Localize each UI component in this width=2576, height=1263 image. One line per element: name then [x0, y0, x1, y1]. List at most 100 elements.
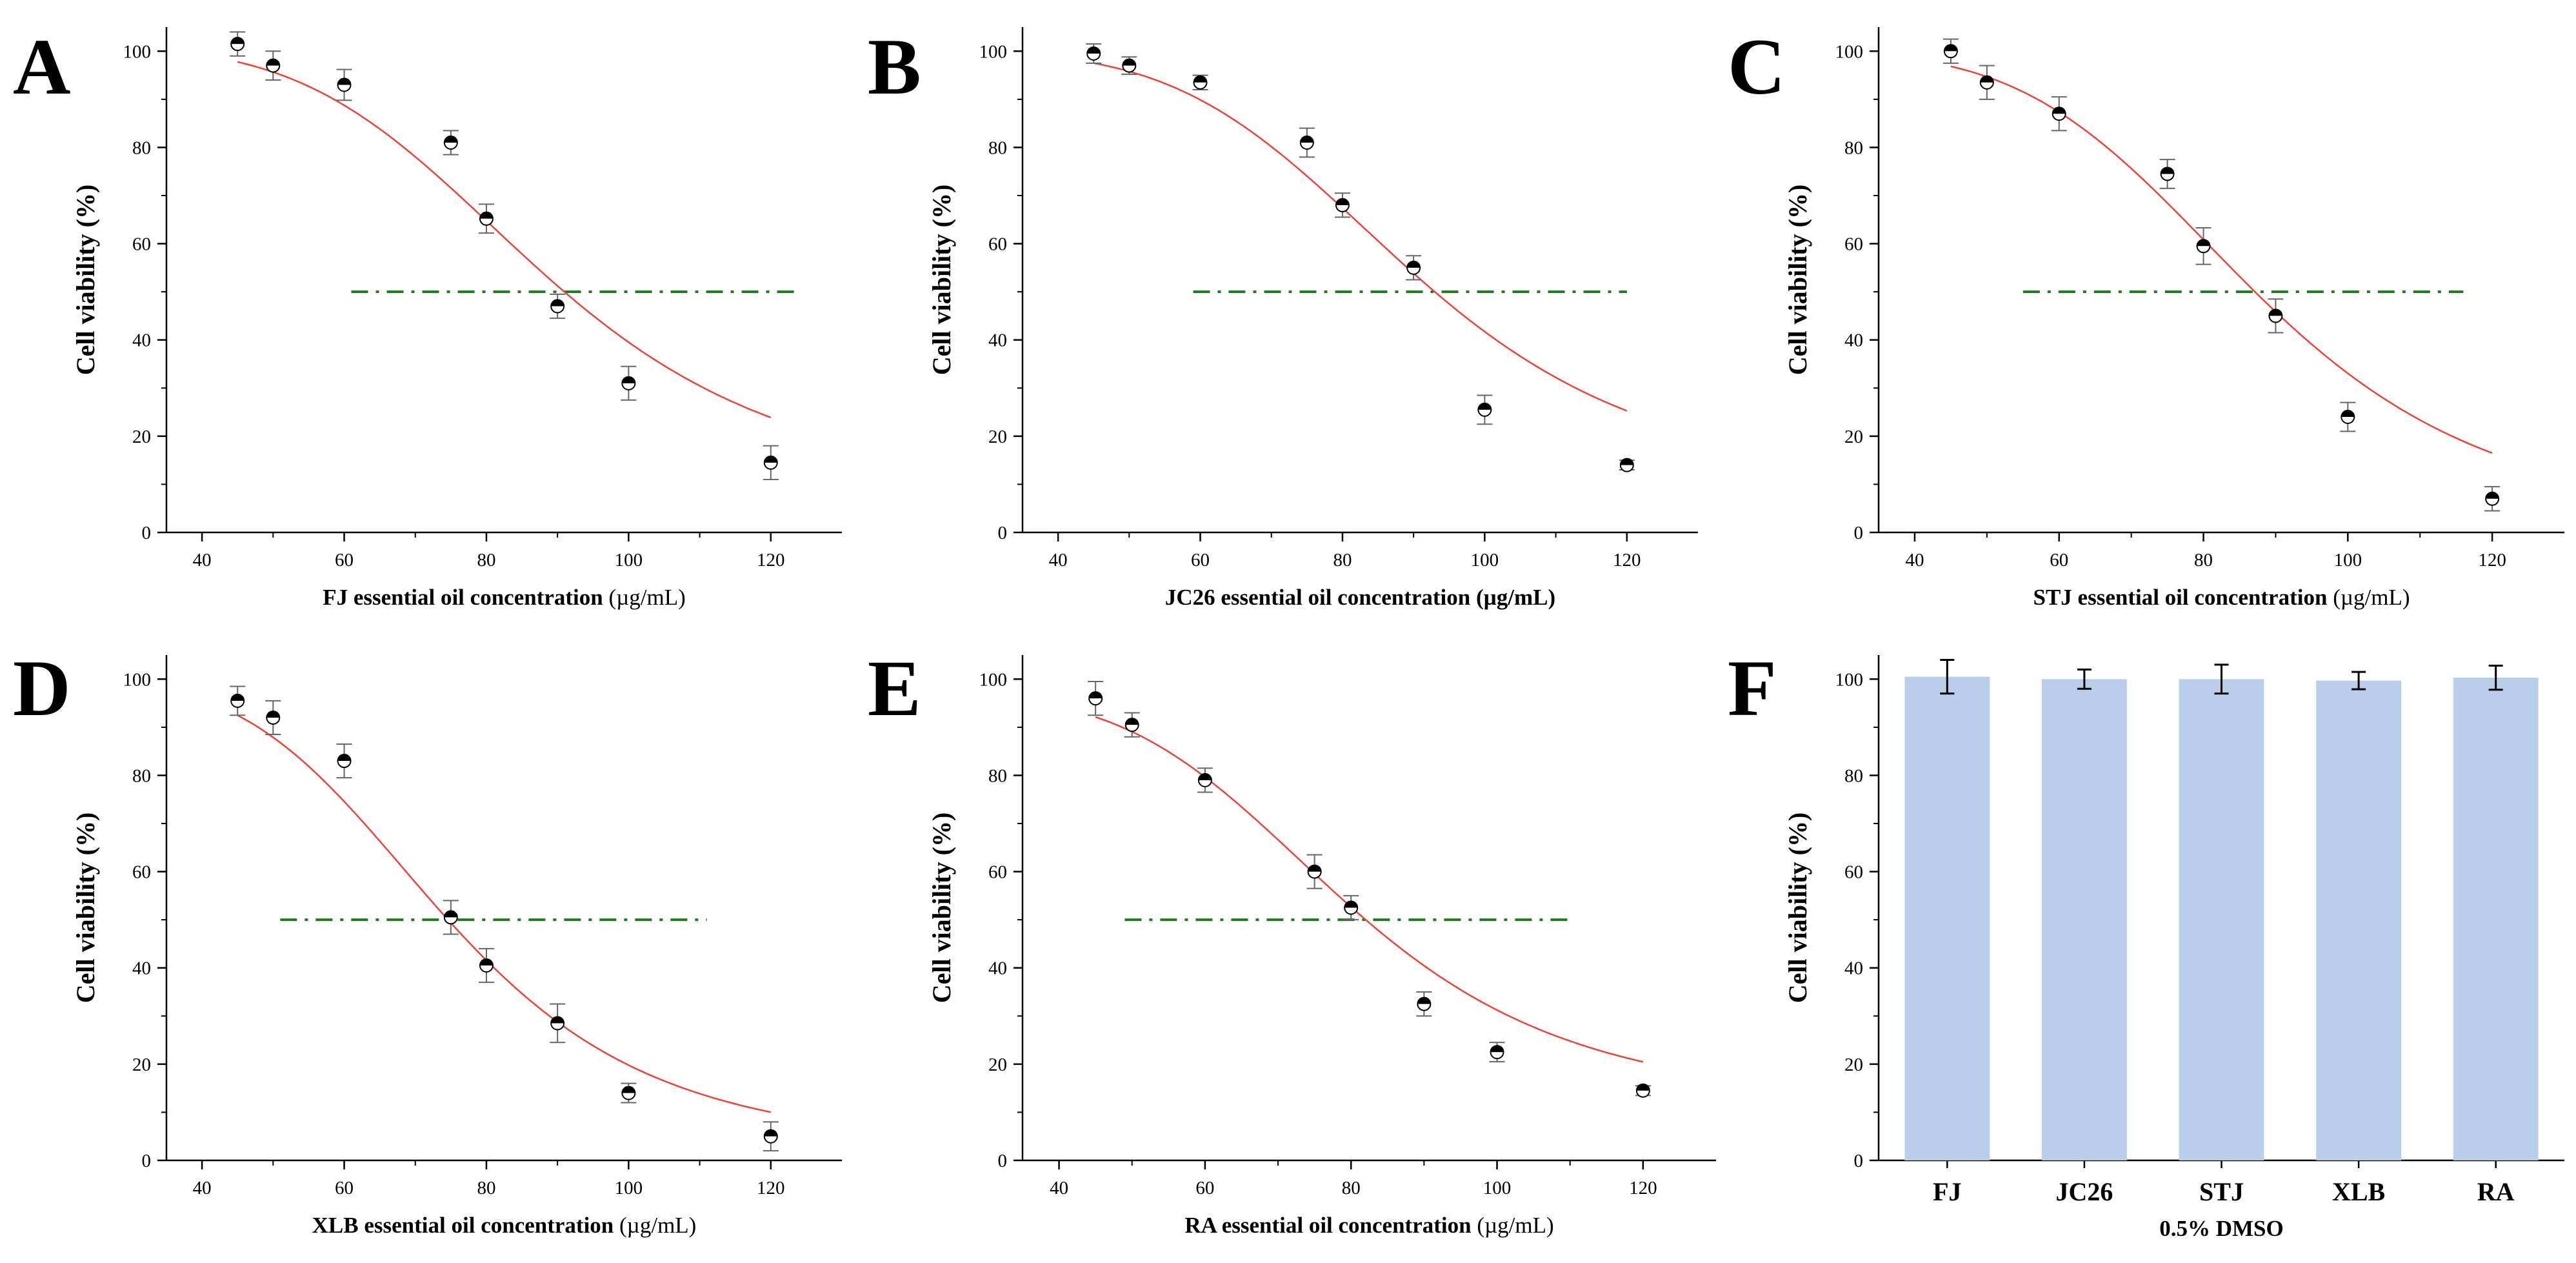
data-point-group: [2268, 298, 2284, 334]
y-tick-label: 40: [132, 958, 151, 979]
y-tick-label: 40: [988, 958, 1007, 979]
data-point-group: [443, 900, 459, 935]
x-tick-label: 60: [335, 1178, 354, 1198]
x-axis-label-unit: (µg/mL): [2327, 585, 2410, 610]
x-tick-label: 100: [615, 550, 643, 571]
x-tick-label: 40: [1049, 550, 1068, 571]
y-axis-label: Cell viability (%): [71, 185, 100, 376]
data-point-group: [1477, 394, 1493, 425]
x-tick-label: 40: [193, 550, 212, 571]
data-point-group: [1489, 1042, 1505, 1063]
data-point-fill: [622, 376, 635, 383]
x-tick-label: 80: [477, 550, 495, 571]
x-tick-label: 80: [2194, 550, 2213, 571]
data-point-group: [763, 1121, 779, 1152]
data-point-fill: [266, 59, 280, 66]
y-tick-label: 60: [988, 234, 1007, 255]
data-point-fill: [2486, 492, 2499, 499]
data-point-group: [1197, 767, 1213, 793]
data-point-group: [2159, 159, 2175, 189]
x-tick-label: 60: [2050, 550, 2068, 571]
x-axis-label-unit: (µg/mL): [614, 1213, 696, 1238]
fit-curve: [237, 61, 772, 418]
panel-c: C 0 20 40 60 80 100 Cell viability (%) 40 60 80 100…: [1728, 23, 2564, 610]
data-point-fill: [1417, 997, 1431, 1004]
data-point-group: [1619, 458, 1635, 472]
y-tick-label: 60: [1844, 862, 1863, 883]
data-point-group: [1192, 74, 1208, 90]
data-point-group: [1299, 127, 1315, 158]
x-tick-label: 80: [477, 1178, 495, 1198]
y-tick-label: 80: [132, 765, 151, 786]
data-point-fill: [2161, 167, 2174, 174]
y-tick-label: 0: [1854, 523, 1864, 543]
bar: [2453, 678, 2539, 1160]
x-tick-label: 100: [1471, 550, 1499, 571]
data-point-fill: [551, 1016, 564, 1024]
panel-letter: C: [1728, 23, 1786, 111]
x-tick-label: 100: [615, 1178, 643, 1198]
x-axis-label-main: RA essential oil concentration: [1184, 1213, 1471, 1238]
x-tick-label: 60: [1191, 550, 1210, 571]
data-point-group: [2484, 486, 2501, 512]
data-point-fill: [479, 958, 493, 965]
panel-a: A 0 20 40 60 80 100 Cell viability (%) 40 60 80 100…: [13, 23, 842, 610]
data-point-fill: [1944, 45, 1957, 52]
x-axis-label-main: STJ essential oil concentration: [2033, 585, 2327, 610]
y-tick-label: 40: [1844, 330, 1863, 351]
data-point-group: [1416, 991, 1432, 1017]
y-tick-label: 80: [1844, 137, 1863, 158]
x-axis-label-unit: (µg/mL): [1472, 1213, 1554, 1238]
data-point-group: [2340, 401, 2356, 432]
x-axis-label: JC26 essential oil concentration (µg/mL): [1165, 585, 1555, 610]
x-tick-label: 80: [1342, 1178, 1361, 1198]
fit-curve: [1093, 62, 1628, 412]
y-tick-label: 40: [988, 330, 1007, 351]
x-tick-label: 100: [1483, 1178, 1512, 1198]
y-tick-label: 60: [132, 234, 151, 255]
data-point-fill: [2269, 309, 2282, 316]
y-tick-label: 100: [123, 41, 152, 62]
panel-b: B 0 20 40 60 80 100 Cell viability (%) 40 60 80 100…: [868, 23, 1698, 610]
data-point-fill: [551, 299, 564, 307]
panel-letter: F: [1728, 644, 1777, 733]
data-point-fill: [1620, 458, 1633, 465]
data-point-fill: [1407, 261, 1421, 268]
x-tick-label: 120: [2478, 550, 2506, 571]
data-point-fill: [1123, 59, 1136, 66]
data-point-fill: [266, 711, 280, 718]
y-axis-label: Cell viability (%): [927, 185, 956, 376]
x-tick-label: 120: [757, 1178, 785, 1198]
data-point-group: [230, 685, 246, 716]
data-point-fill: [337, 754, 351, 762]
y-tick-label: 0: [998, 1151, 1008, 1171]
data-point-fill: [1125, 718, 1139, 725]
data-point-fill: [231, 694, 245, 701]
data-point-group: [1334, 192, 1350, 218]
y-tick-label: 20: [1844, 1055, 1863, 1075]
y-tick-label: 20: [988, 427, 1007, 447]
y-tick-label: 40: [132, 330, 151, 351]
x-axis-label: FJ essential oil concentration (µg/mL): [323, 585, 686, 610]
data-point-group: [2195, 227, 2212, 265]
bar: [2179, 679, 2264, 1160]
y-axis-label: Cell viability (%): [927, 813, 956, 1004]
data-point-fill: [1089, 692, 1103, 699]
data-point-group: [763, 445, 779, 480]
data-point-group: [336, 68, 352, 101]
data-point-group: [550, 1003, 566, 1044]
y-tick-label: 0: [142, 1151, 152, 1171]
data-point-fill: [2197, 239, 2210, 247]
data-point-fill: [1335, 198, 1349, 205]
x-tick-label: 120: [1629, 1178, 1657, 1198]
data-point-group: [2051, 96, 2067, 132]
data-point-group: [1635, 1083, 1651, 1098]
x-category-label: FJ: [1933, 1177, 1961, 1206]
data-point-group: [478, 947, 494, 984]
data-point-fill: [1636, 1084, 1650, 1091]
y-tick-label: 100: [123, 669, 152, 690]
data-point-fill: [479, 212, 493, 219]
panel-letter: D: [13, 644, 71, 733]
data-point-group: [1088, 681, 1104, 716]
y-tick-label: 60: [988, 862, 1007, 883]
